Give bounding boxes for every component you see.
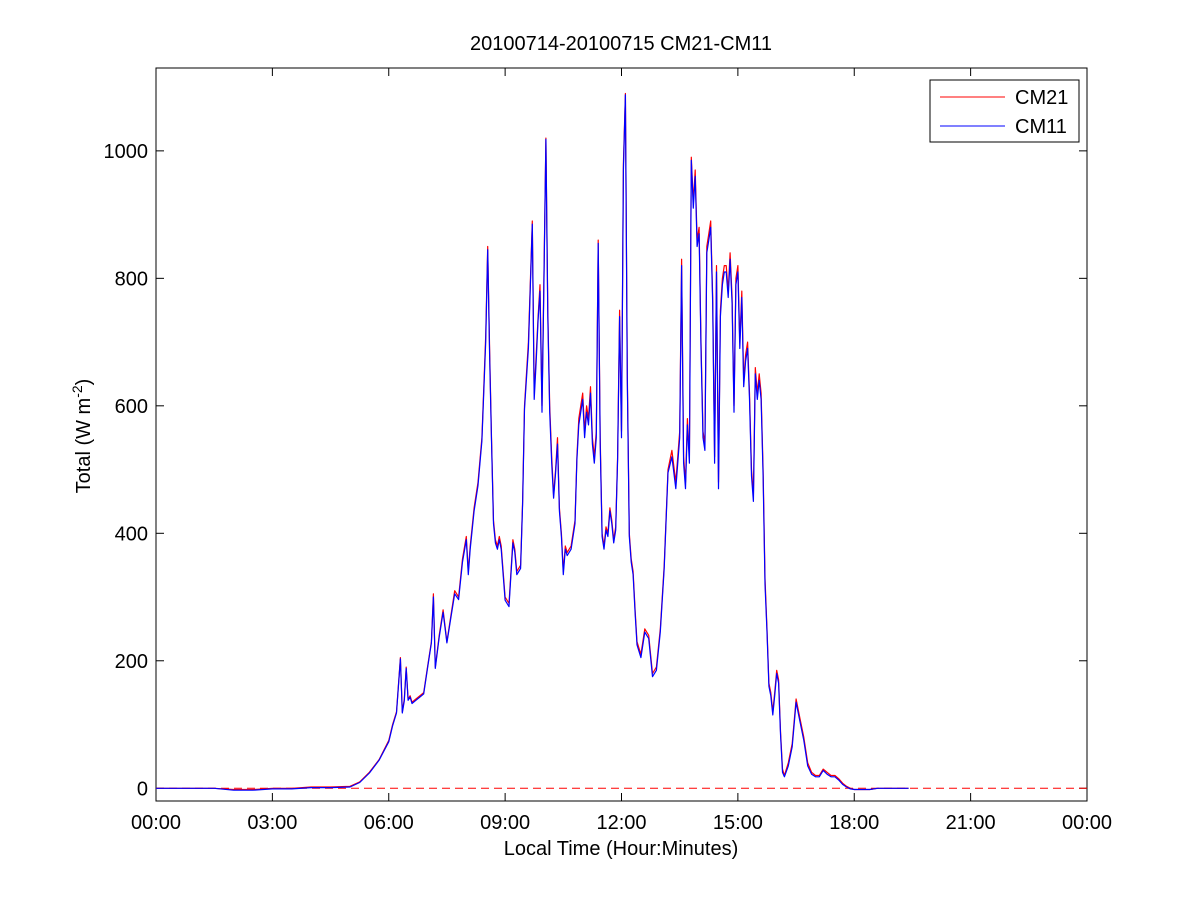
x-axis-ticks: 00:00 03:00 06:00 09:00 12:00 15:00 18:00 21:00… (131, 68, 1112, 834)
y-axis-label-close: ) (73, 379, 95, 386)
legend-box (929, 79, 1080, 143)
legend-label-cm21: CM21 (1015, 87, 1068, 109)
y-tick-label: 400 (115, 523, 148, 545)
x-tick-label: 06:00 (364, 812, 414, 834)
x-tick-label: 03:00 (247, 812, 297, 834)
y-axis-label-main: Total (W m (73, 398, 95, 494)
y-axis-label: Total (W m-2) (69, 379, 95, 494)
y-tick-label: 800 (115, 268, 148, 290)
x-tick-label: 00:00 (131, 812, 181, 834)
series-line-cm11 (156, 94, 909, 791)
y-axis-label-superscript: -2 (69, 385, 85, 398)
y-tick-label: 200 (115, 651, 148, 673)
y-tick-label: 1000 (104, 141, 149, 163)
legend-label-cm11: CM11 (1015, 116, 1067, 138)
plot-area: 00:00 03:00 06:00 09:00 12:00 15:00 18:00 21:00… (104, 67, 1112, 834)
x-tick-label: 15:00 (713, 812, 763, 834)
x-tick-label: 21:00 (946, 812, 996, 834)
x-axis-label: Local Time (Hour:Minutes) (504, 838, 739, 860)
x-tick-label: 09:00 (480, 812, 530, 834)
chart-title: 20100714-20100715 CM21-CM11 (470, 33, 772, 55)
y-tick-label: 600 (115, 396, 148, 418)
y-tick-label: 0 (137, 778, 148, 800)
x-tick-label: 12:00 (596, 812, 646, 834)
series-layer (156, 92, 909, 791)
legend: CM21 CM11 (929, 79, 1080, 143)
y-axis-ticks: 0 200 400 600 800 1000 (104, 141, 1087, 800)
x-tick-label: 00:00 (1062, 812, 1112, 834)
x-tick-label: 18:00 (829, 812, 879, 834)
